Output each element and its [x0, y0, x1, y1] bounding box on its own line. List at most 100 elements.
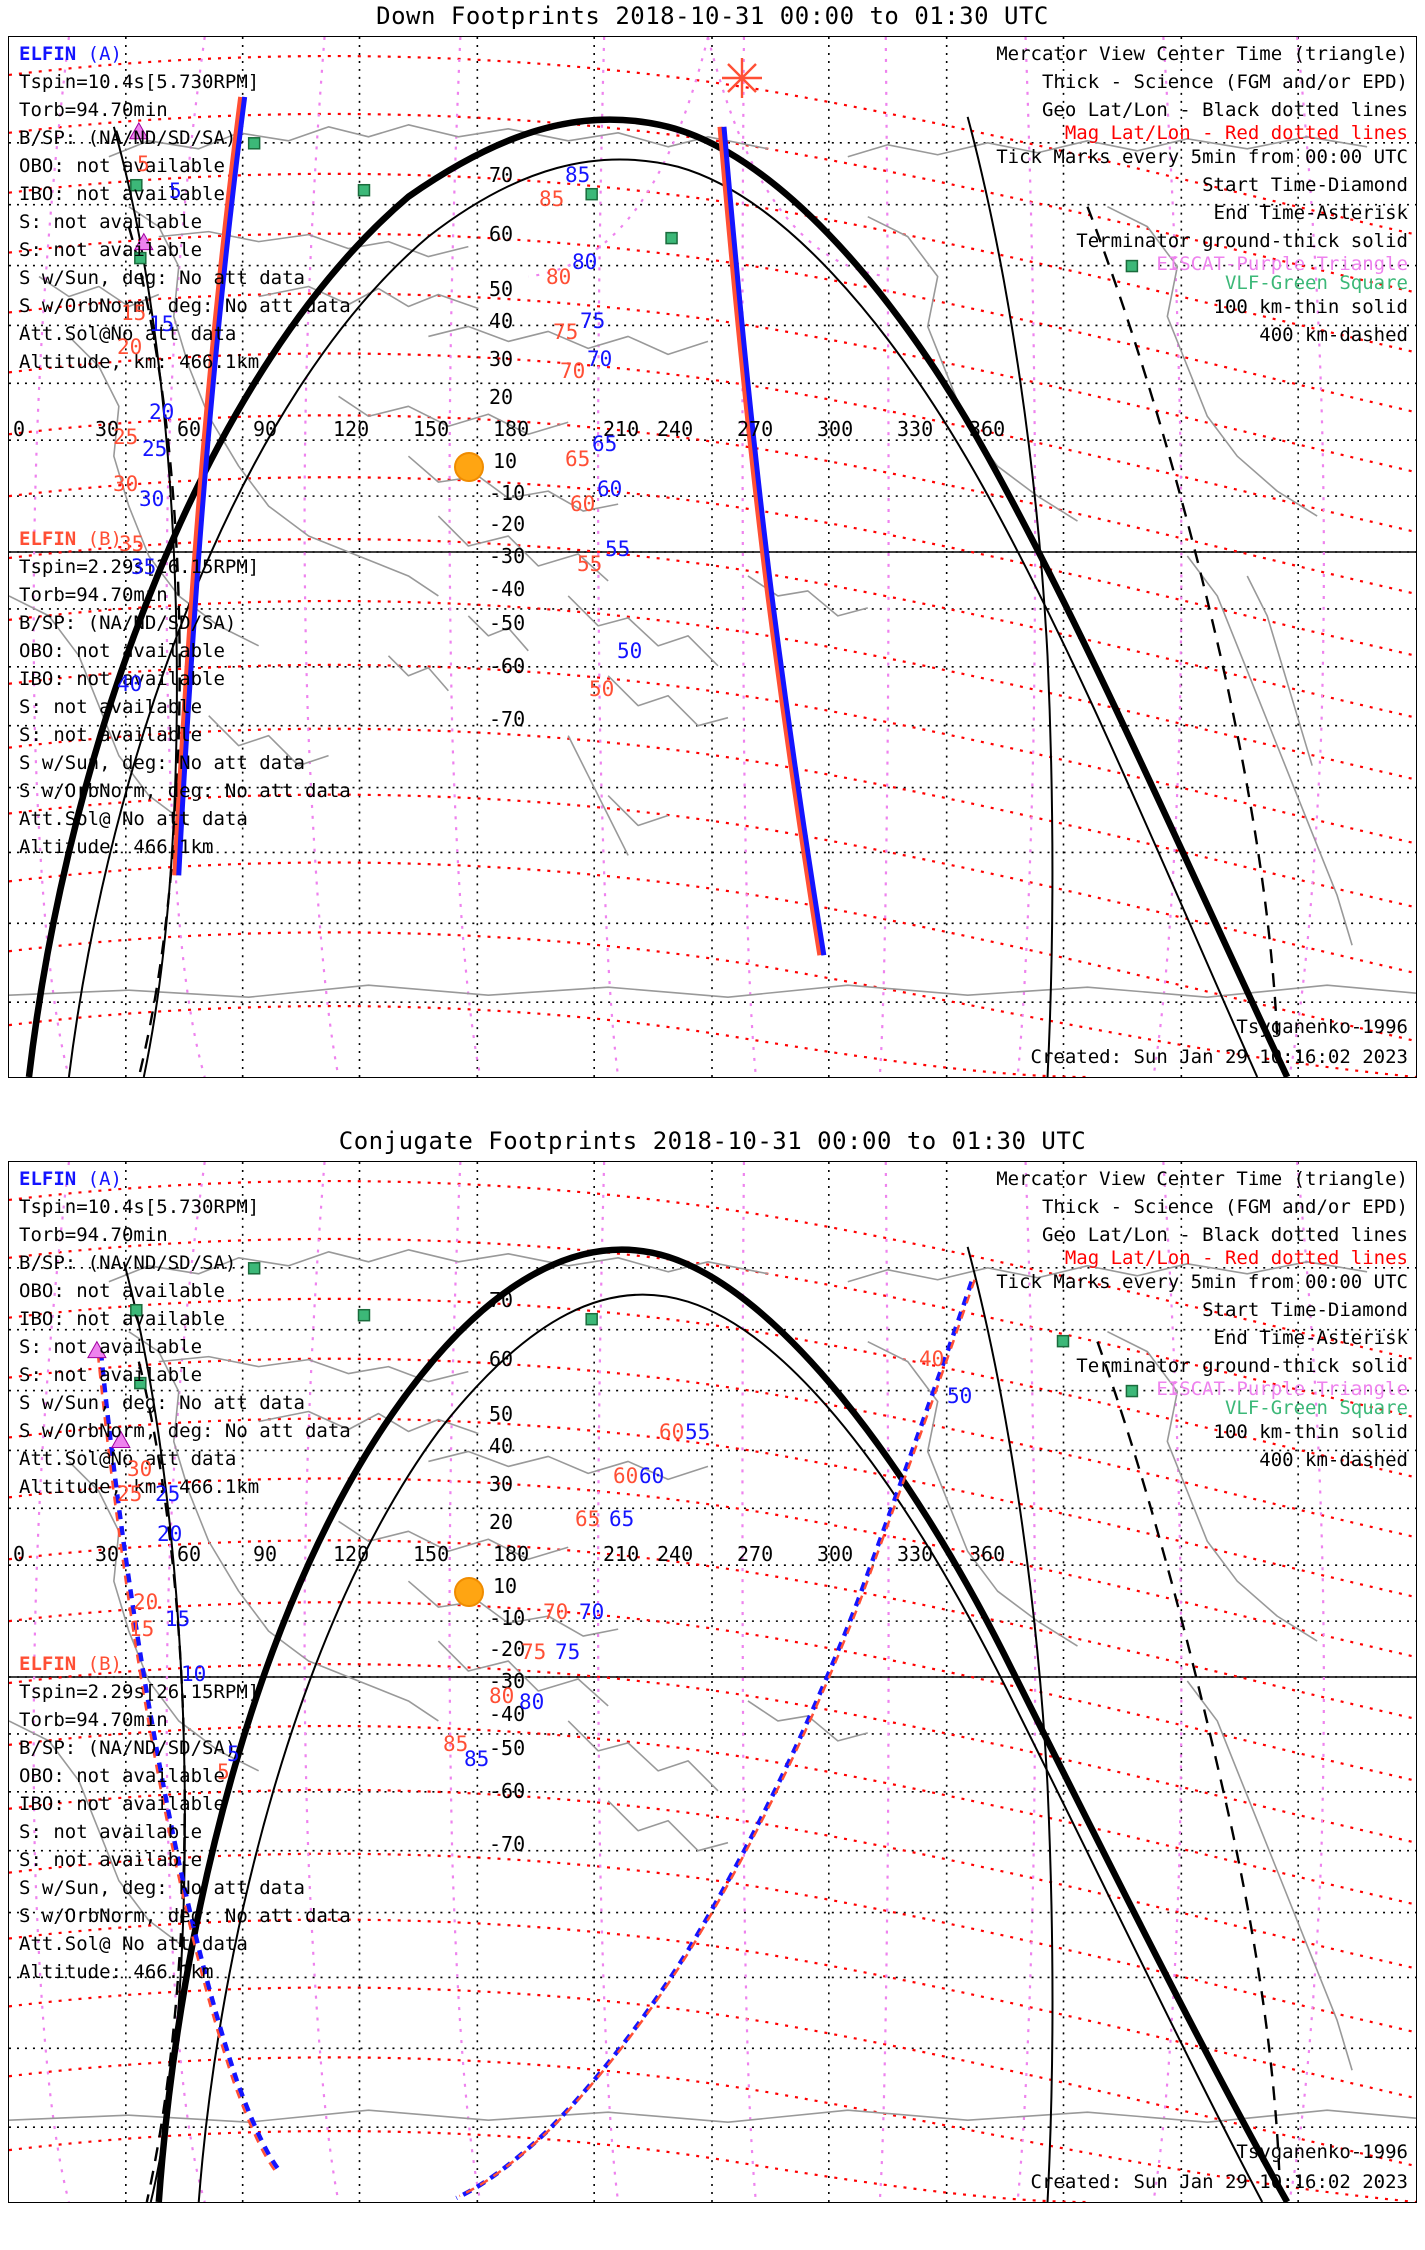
ytick-m50: -50 — [489, 611, 526, 635]
track-tick-65b: 65 — [592, 432, 618, 456]
ytick2-m50: -50 — [489, 1736, 526, 1760]
coastlines-2 — [9, 1249, 1416, 2123]
elfin-b-line-0: Tspin=2.29s[26.15RPM] — [19, 556, 260, 578]
elfin-a-name-2: ELFIN — [19, 1168, 77, 1190]
xtick2-0: 0 — [13, 1542, 26, 1566]
xtick-60: 60 — [177, 417, 202, 441]
c-tick-40r: 40 — [919, 1347, 945, 1371]
elfin-a2-line-5: S: not available — [19, 1336, 203, 1358]
ytick-50: 50 — [489, 277, 514, 301]
track-tick-a-30b: 30 — [139, 487, 165, 511]
legend-item-2: Geo Lat/Lon - Black dotted lines — [1041, 99, 1408, 121]
legend-item-1: Thick - Science (FGM and/or EPD) — [1041, 71, 1408, 93]
elfin-b-line-1: Torb=94.70min — [19, 584, 168, 606]
elfin-a-line-8: S w/OrbNorm, deg: No att data — [19, 295, 351, 317]
legend2-item-7: Terminator ground-thick solid — [1076, 1355, 1408, 1377]
elfin-b2-line-3: OBO: not available — [19, 1765, 225, 1787]
legend2-item-4: Tick Marks every 5min from 00:00 UTC — [996, 1271, 1408, 1293]
c-tick-20b: 20 — [157, 1522, 183, 1546]
elfin-b2-line-7: S w/Sun, deg: No att data — [19, 1877, 305, 1899]
elfin-a2-line-8: S w/OrbNorm, deg: No att data — [19, 1420, 351, 1442]
c-tick-60r: 60 — [613, 1464, 639, 1488]
end-time-asterisk-icon — [722, 58, 762, 98]
xtick-330: 330 — [897, 417, 934, 441]
c-tick-75r: 75 — [521, 1640, 547, 1664]
elfin-a2-line-6: S: not available — [19, 1364, 203, 1386]
ytick-10: 10 — [493, 449, 518, 473]
terminator — [25, 116, 1291, 1077]
elfin-a2-line-4: IBO: not available — [19, 1308, 225, 1330]
xtick2-90: 90 — [253, 1542, 278, 1566]
xtick-240: 240 — [657, 417, 694, 441]
elfin-b2-line-10: Altitude: 466.1km — [19, 1961, 214, 1983]
eiscat-markers-2 — [87, 1340, 131, 1448]
xtick2-330: 330 — [897, 1542, 934, 1566]
elfin-a-line-9: Att.Sol@No att data — [19, 323, 237, 345]
ytick2-50: 50 — [489, 1402, 514, 1426]
elfin-b-info-block: ELFIN (B) Tspin=2.29s[26.15RPM] Torb=94.… — [19, 525, 351, 861]
xtick2-210: 210 — [603, 1542, 640, 1566]
legend2-item-6: End Time-Asterisk — [1213, 1327, 1408, 1349]
xtick-30: 30 — [95, 417, 120, 441]
elfin-b2-line-4: IBO: not available — [19, 1793, 225, 1815]
elfin-a-line-6: S: not available — [19, 239, 203, 261]
elfin-b-line-7: S w/Sun, deg: No att data — [19, 752, 305, 774]
elfin-b2-line-8: S w/OrbNorm, deg: No att data — [19, 1905, 351, 1927]
xtick2-30: 30 — [95, 1542, 120, 1566]
legend2-item-5: Start Time-Diamond — [1202, 1299, 1408, 1321]
track-tick-85b: 85 — [565, 163, 591, 187]
c-tick-15r: 15 — [129, 1617, 155, 1641]
elfin-b2-line-9: Att.Sol@ No att data — [19, 1933, 248, 1955]
subsolar-point-icon-2 — [454, 1577, 484, 1607]
created-footer-2: Created: Sun Jan 29 10:16:02 2023 — [1030, 2171, 1409, 2193]
elfin-b-name-2: ELFIN — [19, 1653, 77, 1675]
legend-item-8: EISCAT-Purple Triangle — [1156, 253, 1408, 275]
xtick-120: 120 — [333, 417, 370, 441]
mag-grid-2 — [9, 1179, 1416, 2202]
ytick2-70: 70 — [489, 1288, 514, 1312]
elfin-a-line-1: Torb=94.70min — [19, 99, 168, 121]
subsolar-point-icon — [454, 452, 484, 482]
elfin-a-info-block-2: ELFIN (A) Tspin=10.4s[5.730RPM] Torb=94.… — [19, 1165, 351, 1501]
ytick2-m60: -60 — [489, 1779, 526, 1803]
legend-item-4: Tick Marks every 5min from 00:00 UTC — [996, 146, 1408, 168]
created-footer: Created: Sun Jan 29 10:16:02 2023 — [1030, 1046, 1409, 1068]
elfin-b-line-2: B/SP: (NA/ND/SD/SA) — [19, 612, 237, 634]
elfin-b-tag: (B) — [87, 528, 122, 550]
track-tick-50r: 50 — [589, 677, 615, 701]
plot-area-2: ELFIN (A) Tspin=10.4s[5.730RPM] Torb=94.… — [8, 1161, 1417, 2203]
ytick2-20: 20 — [489, 1510, 514, 1534]
c-tick-80r: 80 — [489, 1684, 515, 1708]
xtick2-150: 150 — [413, 1542, 450, 1566]
ytick-40: 40 — [489, 309, 514, 333]
c-tick-30r: 30 — [127, 1457, 153, 1481]
elfin-b-line-10: Altitude: 466.1km — [19, 836, 214, 858]
ytick-m20: -20 — [489, 512, 526, 536]
legend2-item-2: Geo Lat/Lon - Black dotted lines — [1041, 1224, 1408, 1246]
track-tick-a-15b: 15 — [149, 312, 175, 336]
elfin-a-line-10: Altitude, km: 466.1km — [19, 351, 260, 373]
elfin-b2-line-5: S: not available — [19, 1821, 203, 1843]
track-tick-55b: 55 — [605, 537, 631, 561]
track-tick-70b: 70 — [587, 347, 613, 371]
ytick2-m70: -70 — [489, 1832, 526, 1856]
track-tick-75b: 75 — [580, 309, 606, 333]
ytick-m30: -30 — [489, 544, 526, 568]
legend2-item-3: Mag Lat/Lon - Red dotted lines — [1064, 1247, 1408, 1269]
elfin-a2-line-1: Torb=94.70min — [19, 1224, 168, 1246]
coastlines — [9, 124, 1416, 998]
legend-item-11: 400 km-dashed — [1259, 324, 1408, 346]
elfin-a-line-3: OBO: not available — [19, 155, 225, 177]
elfin-b2-line-1: Torb=94.70min — [19, 1709, 168, 1731]
elfin-a-line-4: IBO: not available — [19, 183, 225, 205]
elfin-a2-line-2: B/SP: (NA/ND/SD/SA) — [19, 1252, 237, 1274]
map-canvas-2 — [9, 1162, 1416, 2202]
elfin-b-line-6: S: not available — [19, 724, 203, 746]
track-tick-50b: 50 — [617, 639, 643, 663]
xtick2-360: 360 — [969, 1542, 1006, 1566]
track-tick-a-5b: 5 — [169, 179, 182, 203]
ytick2-30: 30 — [489, 1472, 514, 1496]
vlf-markers-2 — [130, 1262, 1139, 1398]
track-tick-65r: 65 — [565, 447, 591, 471]
elfin-a-track — [172, 96, 827, 956]
